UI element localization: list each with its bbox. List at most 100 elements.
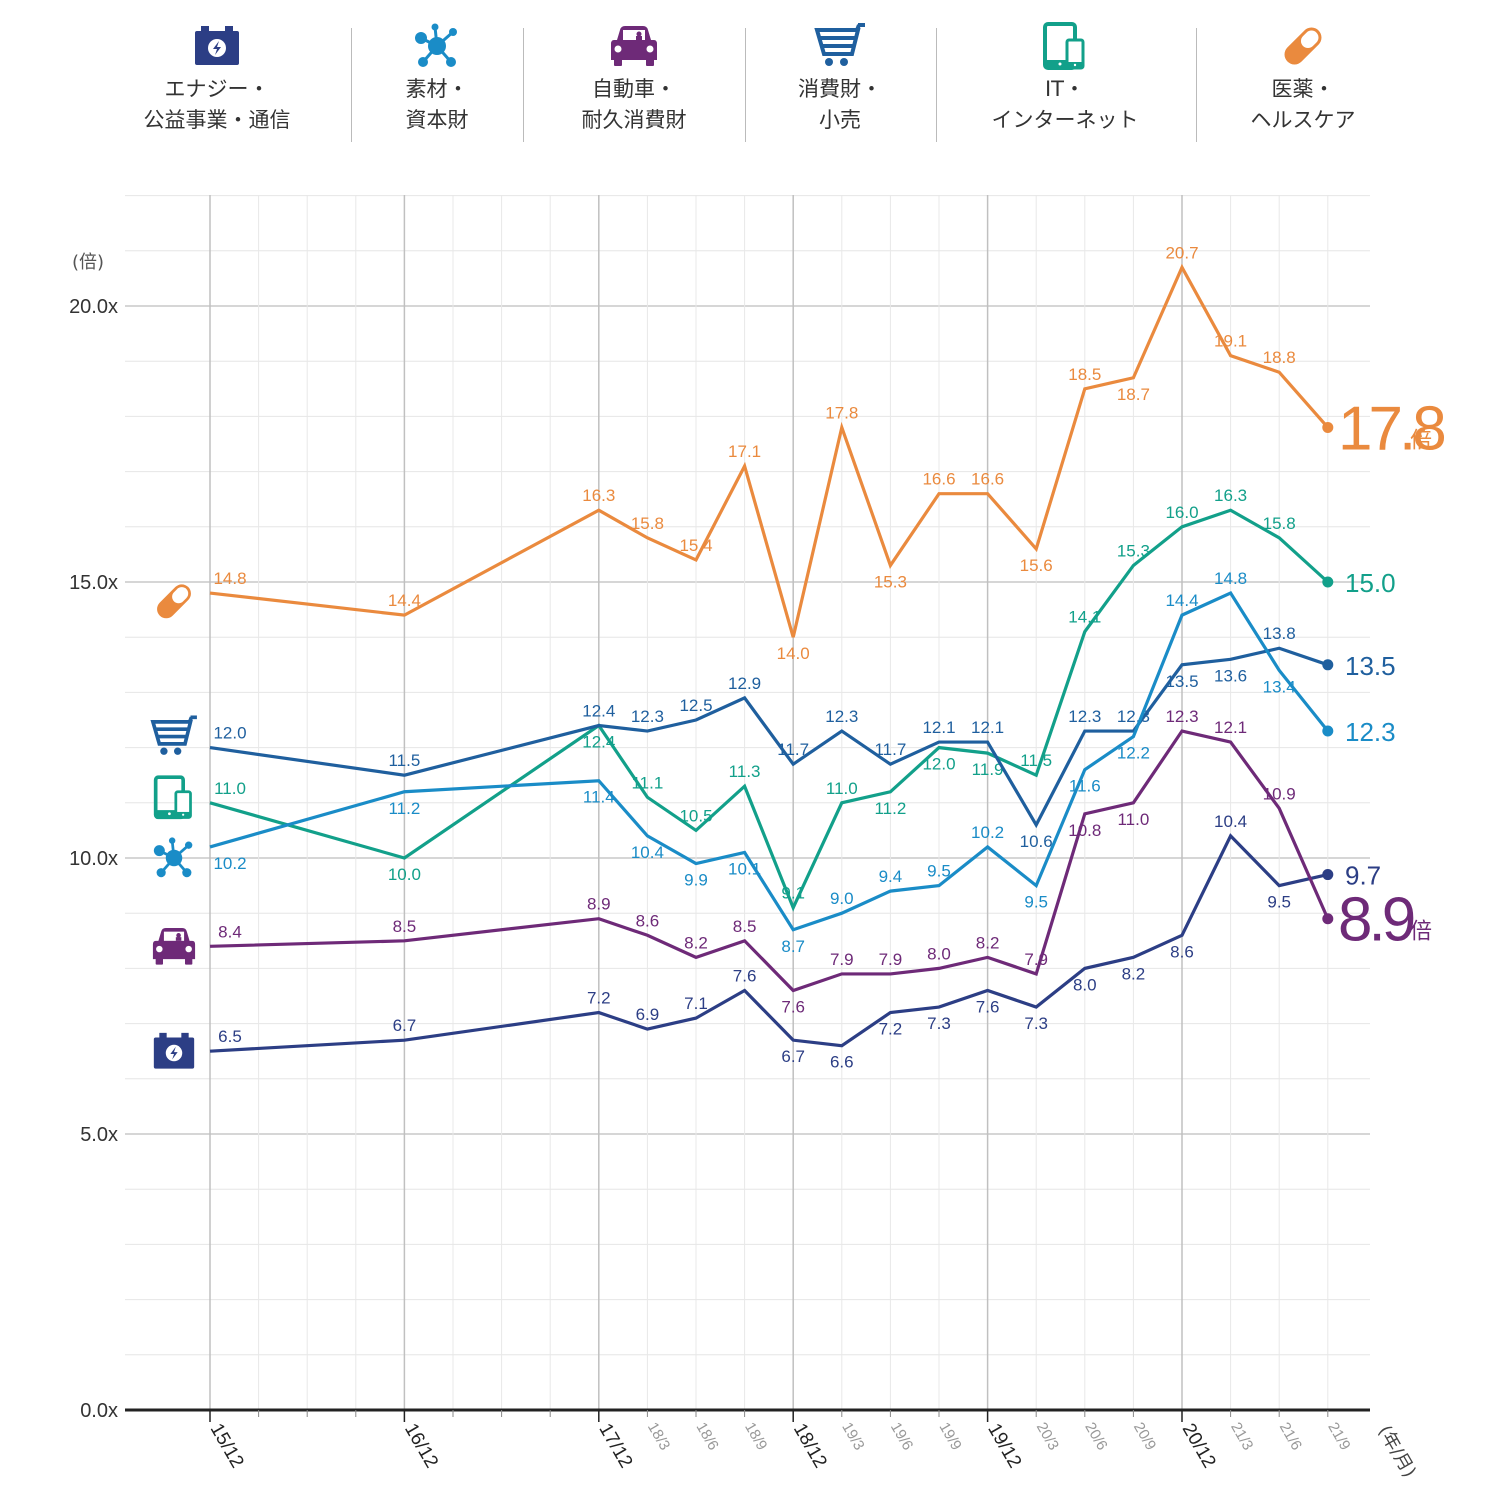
x-tick-label-minor: 18/6 bbox=[693, 1420, 722, 1454]
data-label: 16.6 bbox=[971, 470, 1004, 489]
legend-item-auto: 自動車・ 耐久消費財 bbox=[524, 22, 744, 136]
data-label: 7.9 bbox=[879, 950, 903, 969]
data-label: 12.1 bbox=[922, 718, 955, 737]
y-tick-label: 10.0x bbox=[69, 848, 118, 870]
data-label: 11.1 bbox=[631, 773, 663, 792]
x-tick-label-minor: 21/3 bbox=[1227, 1420, 1256, 1454]
data-label: 8.9 bbox=[587, 895, 611, 914]
legend-label-line1: エナジー・ bbox=[164, 77, 270, 101]
data-label: 18.7 bbox=[1117, 385, 1150, 404]
x-tick-label-minor: 19/6 bbox=[887, 1420, 916, 1454]
data-label: 11.5 bbox=[388, 751, 420, 770]
series-end-marker-consumer bbox=[1322, 659, 1334, 671]
series-end-unit-auto: 倍 bbox=[1410, 920, 1432, 945]
data-label: 10.8 bbox=[1068, 821, 1101, 840]
series-end-value-auto: 8.9 bbox=[1338, 886, 1414, 955]
data-label: 8.0 bbox=[1073, 975, 1097, 994]
data-label: 19.1 bbox=[1214, 332, 1247, 351]
data-label: 7.2 bbox=[587, 989, 611, 1008]
legend-item-energy: エナジー・ 公益事業・通信 bbox=[107, 22, 327, 136]
legend-label-line1: IT・ bbox=[1044, 77, 1086, 101]
legend-label-line1: 消費財・ bbox=[798, 77, 882, 101]
data-label: 14.4 bbox=[1165, 591, 1198, 610]
legend-item-consumer: 消費財・ 小売 bbox=[730, 22, 950, 136]
molecule-icon bbox=[153, 837, 193, 878]
data-label: 11.6 bbox=[1069, 777, 1101, 796]
data-label: 9.5 bbox=[1024, 893, 1048, 912]
x-tick-label-major: 20/12 bbox=[1178, 1420, 1220, 1472]
data-label: 12.3 bbox=[631, 707, 664, 726]
series-end-value-it: 15.0 bbox=[1345, 568, 1396, 598]
pill-icon bbox=[1277, 22, 1329, 70]
data-label: 8.2 bbox=[1122, 964, 1146, 983]
data-label: 10.2 bbox=[213, 854, 246, 873]
data-label: 12.3 bbox=[1068, 707, 1101, 726]
data-label: 15.8 bbox=[631, 514, 664, 533]
tablet-phone-icon bbox=[153, 775, 192, 820]
legend-divider bbox=[745, 28, 746, 142]
data-label: 11.2 bbox=[388, 799, 420, 818]
x-tick-label-major: 18/12 bbox=[789, 1420, 831, 1472]
x-tick-label-minor: 18/3 bbox=[644, 1420, 673, 1454]
data-label: 12.4 bbox=[582, 702, 615, 721]
x-tick-label-minor: 21/9 bbox=[1324, 1420, 1353, 1454]
data-label: 12.5 bbox=[679, 696, 712, 715]
data-label: 15.8 bbox=[1263, 514, 1296, 533]
series-line-it bbox=[209, 508, 1329, 912]
series-line-materials bbox=[209, 591, 1330, 932]
legend-label-line2: インターネット bbox=[991, 108, 1139, 132]
data-label: 8.2 bbox=[684, 933, 708, 952]
data-label: 8.5 bbox=[733, 917, 757, 936]
y-axis-unit-label: (倍) bbox=[72, 252, 104, 273]
data-label: 13.5 bbox=[1165, 672, 1198, 691]
cart-icon bbox=[814, 22, 866, 70]
legend-divider bbox=[523, 28, 524, 142]
x-tick-label-minor: 21/6 bbox=[1276, 1420, 1305, 1454]
data-label: 8.2 bbox=[976, 933, 1000, 952]
data-label: 9.0 bbox=[830, 889, 854, 908]
data-label: 7.6 bbox=[733, 966, 757, 985]
data-label: 10.1 bbox=[728, 859, 761, 878]
data-label: 9.9 bbox=[684, 871, 708, 890]
pill-icon bbox=[157, 584, 191, 619]
cart-icon bbox=[150, 715, 197, 755]
data-label: 12.3 bbox=[1165, 707, 1198, 726]
data-label: 13.6 bbox=[1214, 666, 1247, 685]
data-label: 7.3 bbox=[1024, 1014, 1048, 1033]
data-label: 11.7 bbox=[777, 740, 809, 759]
x-tick-label-minor: 19/3 bbox=[838, 1420, 867, 1454]
legend-label-line2: ヘルスケア bbox=[1250, 108, 1356, 132]
data-label: 6.7 bbox=[781, 1047, 805, 1066]
y-tick-label: 15.0x bbox=[69, 572, 118, 594]
data-label: 15.3 bbox=[1117, 541, 1150, 560]
data-label: 12.4 bbox=[582, 733, 615, 752]
data-label: 7.1 bbox=[684, 994, 708, 1013]
data-label: 14.4 bbox=[388, 591, 421, 610]
data-label: 16.3 bbox=[1214, 486, 1247, 505]
data-label: 11.2 bbox=[874, 799, 906, 818]
data-label: 9.1 bbox=[781, 884, 805, 903]
data-label: 12.1 bbox=[1214, 718, 1247, 737]
legend-divider bbox=[936, 28, 937, 142]
legend-divider bbox=[351, 28, 352, 142]
data-label: 18.5 bbox=[1068, 365, 1101, 384]
x-tick-label-major: 15/12 bbox=[206, 1420, 248, 1472]
data-label: 15.4 bbox=[679, 536, 712, 555]
data-label: 12.9 bbox=[728, 674, 761, 693]
data-label: 16.3 bbox=[582, 486, 615, 505]
data-label: 7.6 bbox=[976, 997, 1000, 1016]
battery-icon bbox=[153, 1032, 195, 1069]
legend-label-line2: 資本財 bbox=[405, 108, 469, 132]
series-line-energy bbox=[209, 833, 1329, 1053]
data-label: 11.9 bbox=[972, 760, 1004, 779]
x-tick-label-minor: 20/3 bbox=[1033, 1420, 1062, 1454]
series-end-marker-materials bbox=[1322, 725, 1334, 737]
data-label: 10.4 bbox=[1214, 812, 1247, 831]
legend-item-it: IT・インターネット bbox=[955, 22, 1175, 136]
data-label: 8.5 bbox=[393, 917, 417, 936]
x-tick-label-minor: 18/9 bbox=[741, 1420, 770, 1454]
data-label: 7.9 bbox=[1024, 950, 1048, 969]
series-line-auto bbox=[209, 729, 1330, 993]
data-label: 7.2 bbox=[879, 1020, 903, 1039]
data-label: 8.6 bbox=[1170, 942, 1194, 961]
